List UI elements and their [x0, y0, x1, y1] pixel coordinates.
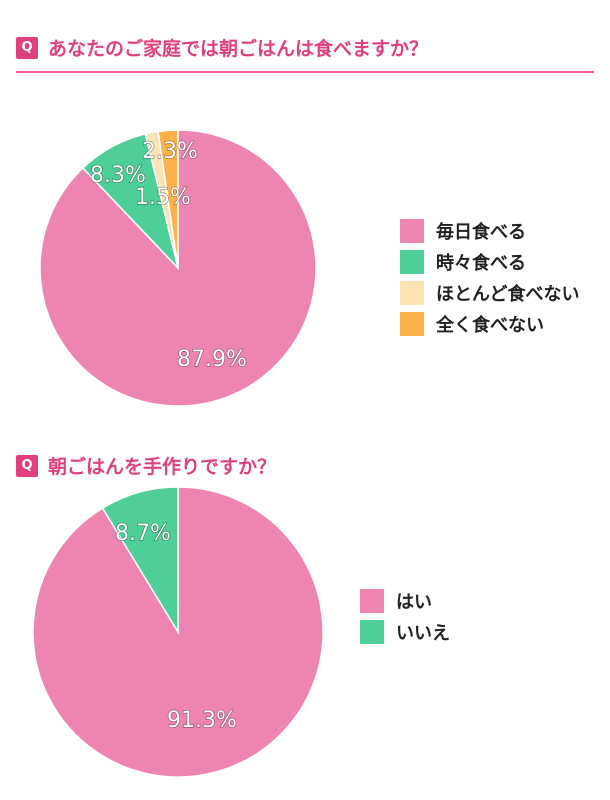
- pie-chart-breakfast-frequency: 87.9% 8.3%1.5% 2.3%: [39, 129, 317, 407]
- legend-label: はい: [396, 591, 432, 613]
- divider-line: [16, 71, 594, 73]
- pie-label-2: 8.7%: [115, 521, 171, 546]
- legend-swatch: [400, 218, 424, 243]
- legend-label: 時々食べる: [436, 252, 526, 274]
- legend-item-no: いいえ: [360, 616, 450, 647]
- legend-swatch: [400, 249, 424, 274]
- legend-breakfast-frequency: 毎日食べる 時々食べる ほとんど食べない 全く食べない: [400, 215, 579, 339]
- pie-chart-homemade: 91.3% 8.7%: [32, 486, 324, 778]
- legend-label: 全く食べない: [436, 314, 544, 336]
- legend-item-sometimes: 時々食べる: [400, 246, 579, 277]
- legend-swatch: [400, 280, 424, 305]
- pie-slice-4: [157, 129, 179, 269]
- pie-label-4: 2.3%: [142, 139, 198, 164]
- question-badge: Q: [16, 36, 38, 59]
- pie-label-2: 8.3%: [90, 163, 146, 188]
- pie-slice-1: [32, 486, 324, 778]
- legend-homemade: はい いいえ: [360, 585, 450, 647]
- legend-swatch: [360, 619, 384, 644]
- legend-swatch: [400, 311, 424, 336]
- question-badge: Q: [16, 454, 38, 477]
- legend-label: 毎日食べる: [436, 221, 526, 243]
- legend-swatch: [360, 588, 384, 613]
- pie-label-1: 87.9%: [177, 347, 247, 372]
- question-1-title: あなたのご家庭では朝ごはんは食べますか？: [48, 38, 429, 60]
- question-1-header: Q あなたのご家庭では朝ごはんは食べますか？: [16, 34, 428, 61]
- pie-slice-2: [101, 486, 179, 635]
- legend-item-every-day: 毎日食べる: [400, 215, 579, 246]
- legend-label: いいえ: [396, 622, 450, 644]
- pie-label-1: 91.3%: [167, 708, 237, 733]
- legend-item-rarely: ほとんど食べない: [400, 277, 579, 308]
- legend-label: ほとんど食べない: [436, 283, 580, 305]
- pie-label-3: 1.5%: [135, 185, 191, 210]
- question-2-header: Q 朝ごはんを手作りですか？: [16, 452, 276, 479]
- question-2-title: 朝ごはんを手作りですか？: [48, 456, 277, 478]
- legend-item-never: 全く食べない: [400, 308, 579, 339]
- legend-item-yes: はい: [360, 585, 450, 616]
